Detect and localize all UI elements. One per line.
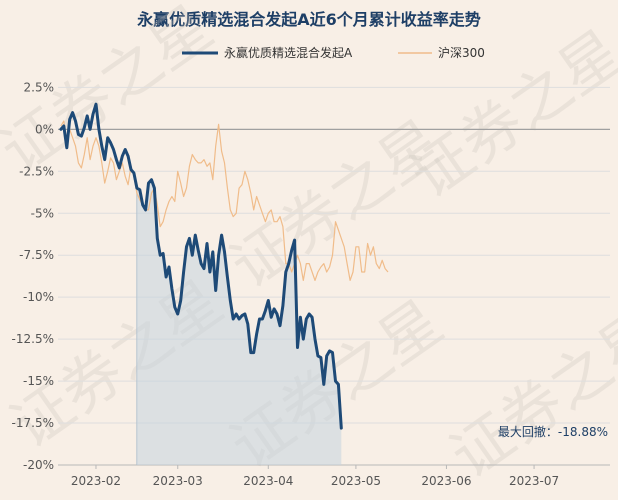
- y-tick-label: -5%: [31, 206, 54, 220]
- watermark-text: 证券之星: [398, 17, 618, 212]
- max-drawdown-annotation: 最大回撤：-18.88%: [498, 424, 608, 439]
- x-tick-label: 2023-02: [71, 474, 121, 488]
- y-tick-label: 0%: [35, 122, 54, 136]
- x-tick-label: 2023-04: [243, 474, 293, 488]
- y-tick-label: -20%: [23, 458, 54, 472]
- max-drawdown-area: [136, 179, 342, 465]
- x-tick-label: 2023-07: [509, 474, 559, 488]
- chart-title: 永赢优质精选混合发起A近6个月累计收益率走势: [137, 10, 481, 29]
- series-layer: [59, 102, 389, 430]
- series-line-csi300: [60, 120, 389, 281]
- legend-label-csi300: 沪深300: [438, 46, 485, 60]
- y-tick-label: 2.5%: [24, 80, 55, 94]
- watermark-text: 证券之星: [438, 297, 618, 492]
- y-tick-label: -7.5%: [19, 248, 54, 262]
- series-line-fund: [59, 102, 343, 430]
- x-tick-label: 2023-05: [331, 474, 381, 488]
- y-tick-label: -15%: [23, 374, 54, 388]
- x-tick-label: 2023-06: [421, 474, 471, 488]
- x-tick-label: 2023-03: [153, 474, 203, 488]
- legend-label-fund: 永赢优质精选混合发起A: [224, 45, 353, 60]
- watermark-text: 证券之星: [218, 107, 455, 302]
- y-tick-label: -10%: [23, 290, 54, 304]
- y-tick-label: -2.5%: [19, 164, 54, 178]
- y-tick-label: -17.5%: [12, 416, 54, 430]
- y-tick-label: -12.5%: [12, 332, 54, 346]
- legend: 永赢优质精选混合发起A 沪深300: [182, 45, 485, 60]
